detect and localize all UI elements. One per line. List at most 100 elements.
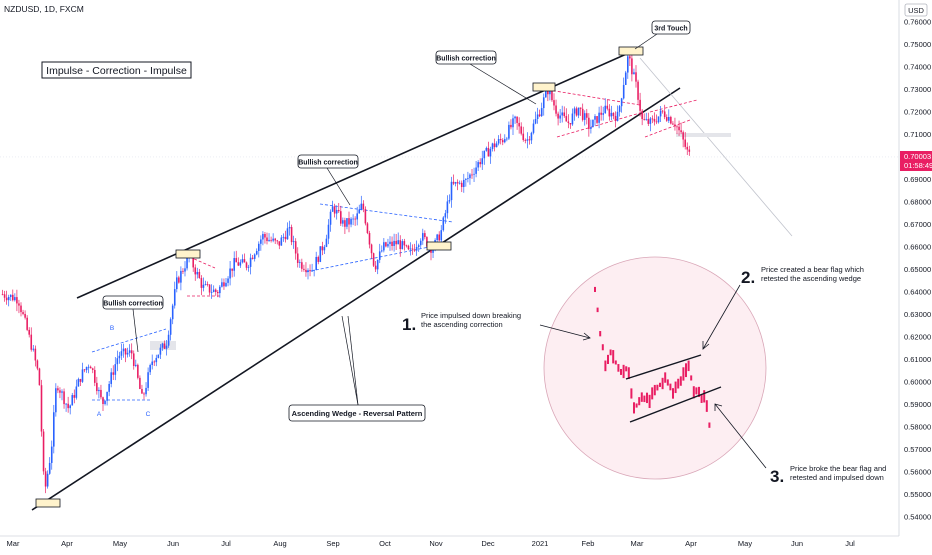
candle [620,97,623,113]
callout-bullish-1: Bullish correction [102,295,164,310]
candle [405,244,408,248]
candle [241,254,244,264]
touch-box-march [35,498,61,508]
candle [126,347,129,358]
y-tick-label: 0.60000 [904,378,931,387]
candle [383,238,385,253]
inset-candle [679,376,682,386]
inset-candle [705,400,708,412]
candle [5,290,8,305]
candle [411,244,414,255]
candle [200,275,203,296]
candle [393,233,395,252]
candle [485,146,488,152]
candle [460,180,463,193]
projection-line [639,57,793,237]
candle [612,112,615,120]
candle [204,280,207,286]
callout-wedge-text: Ascending Wedge - Reversal Pattern [292,409,423,418]
candle [20,302,22,317]
candle [596,115,598,125]
wedge-pointer-b [347,315,359,406]
candle [462,173,465,193]
candle [372,252,375,267]
touch-box-june [175,249,201,259]
candle [178,275,180,284]
candle [399,235,402,257]
candle [631,54,633,82]
candle [106,391,108,406]
candle [26,315,28,332]
wedge-lower-line [31,87,681,511]
inset-candle [651,387,654,400]
candle [559,109,561,124]
candle [356,206,358,226]
x-tick-label: Dec [481,539,495,548]
candle [385,241,387,248]
candle [266,232,268,245]
candle [555,99,557,117]
inset-candle [677,378,680,389]
wedge-pointer-a [341,315,359,406]
inset-note-2: 2. Price created a bear flag which retes… [741,265,864,287]
candle [28,327,30,338]
candle [583,110,586,126]
candles [1,51,691,494]
candle [317,255,320,265]
candle [417,243,420,252]
sep-lower-dash [305,245,435,273]
candle [120,344,123,361]
last-price-value: 0.70003 [904,152,931,161]
inset-note-1-line-2: the ascending correction [421,320,503,329]
inset-candle [682,367,685,381]
candle [368,230,371,249]
candle [346,218,348,230]
candle [633,68,635,75]
candle [132,350,135,370]
candle [255,248,258,256]
inset-candle [695,387,698,395]
inset-candle [625,366,628,372]
candle [516,116,518,130]
candle [387,238,389,248]
candle [553,93,555,111]
y-tick-label: 0.56000 [904,468,931,477]
candle [495,141,498,148]
callout-bullish-1-frame [102,295,164,310]
candle [624,70,627,86]
candle [571,108,574,126]
candle [528,136,531,145]
candle [667,109,670,123]
candle [577,107,580,119]
y-tick-label: 0.64000 [904,288,931,297]
candle [145,382,147,397]
candle [237,257,240,267]
inset-candle [703,390,706,403]
jan-lower-dash [556,112,641,138]
candle [282,233,285,242]
candle [184,261,186,277]
title-box-frame [41,61,192,79]
candle [575,106,578,117]
inset-candle [685,363,687,378]
candle [315,251,317,270]
candle [249,253,252,275]
abc-label-c: C [146,411,151,418]
candle [376,259,379,275]
candle [397,232,399,245]
candle [542,93,545,116]
inset-candle [648,394,651,409]
inset-candle [674,381,677,394]
candle [46,470,49,489]
y-tick-label: 0.59000 [904,400,931,409]
candle [231,268,233,278]
candle [173,281,176,309]
callout-bullish-3-text: Bullish correction [436,56,496,63]
candle [594,114,596,126]
currency-badge[interactable]: USD [904,3,928,17]
callout-bullish-2-frame [297,154,359,169]
inset-note-1-line-1: Price impulsed down breaking [421,311,521,320]
inset-candle [594,286,596,293]
flag-upper-dash [649,99,698,113]
